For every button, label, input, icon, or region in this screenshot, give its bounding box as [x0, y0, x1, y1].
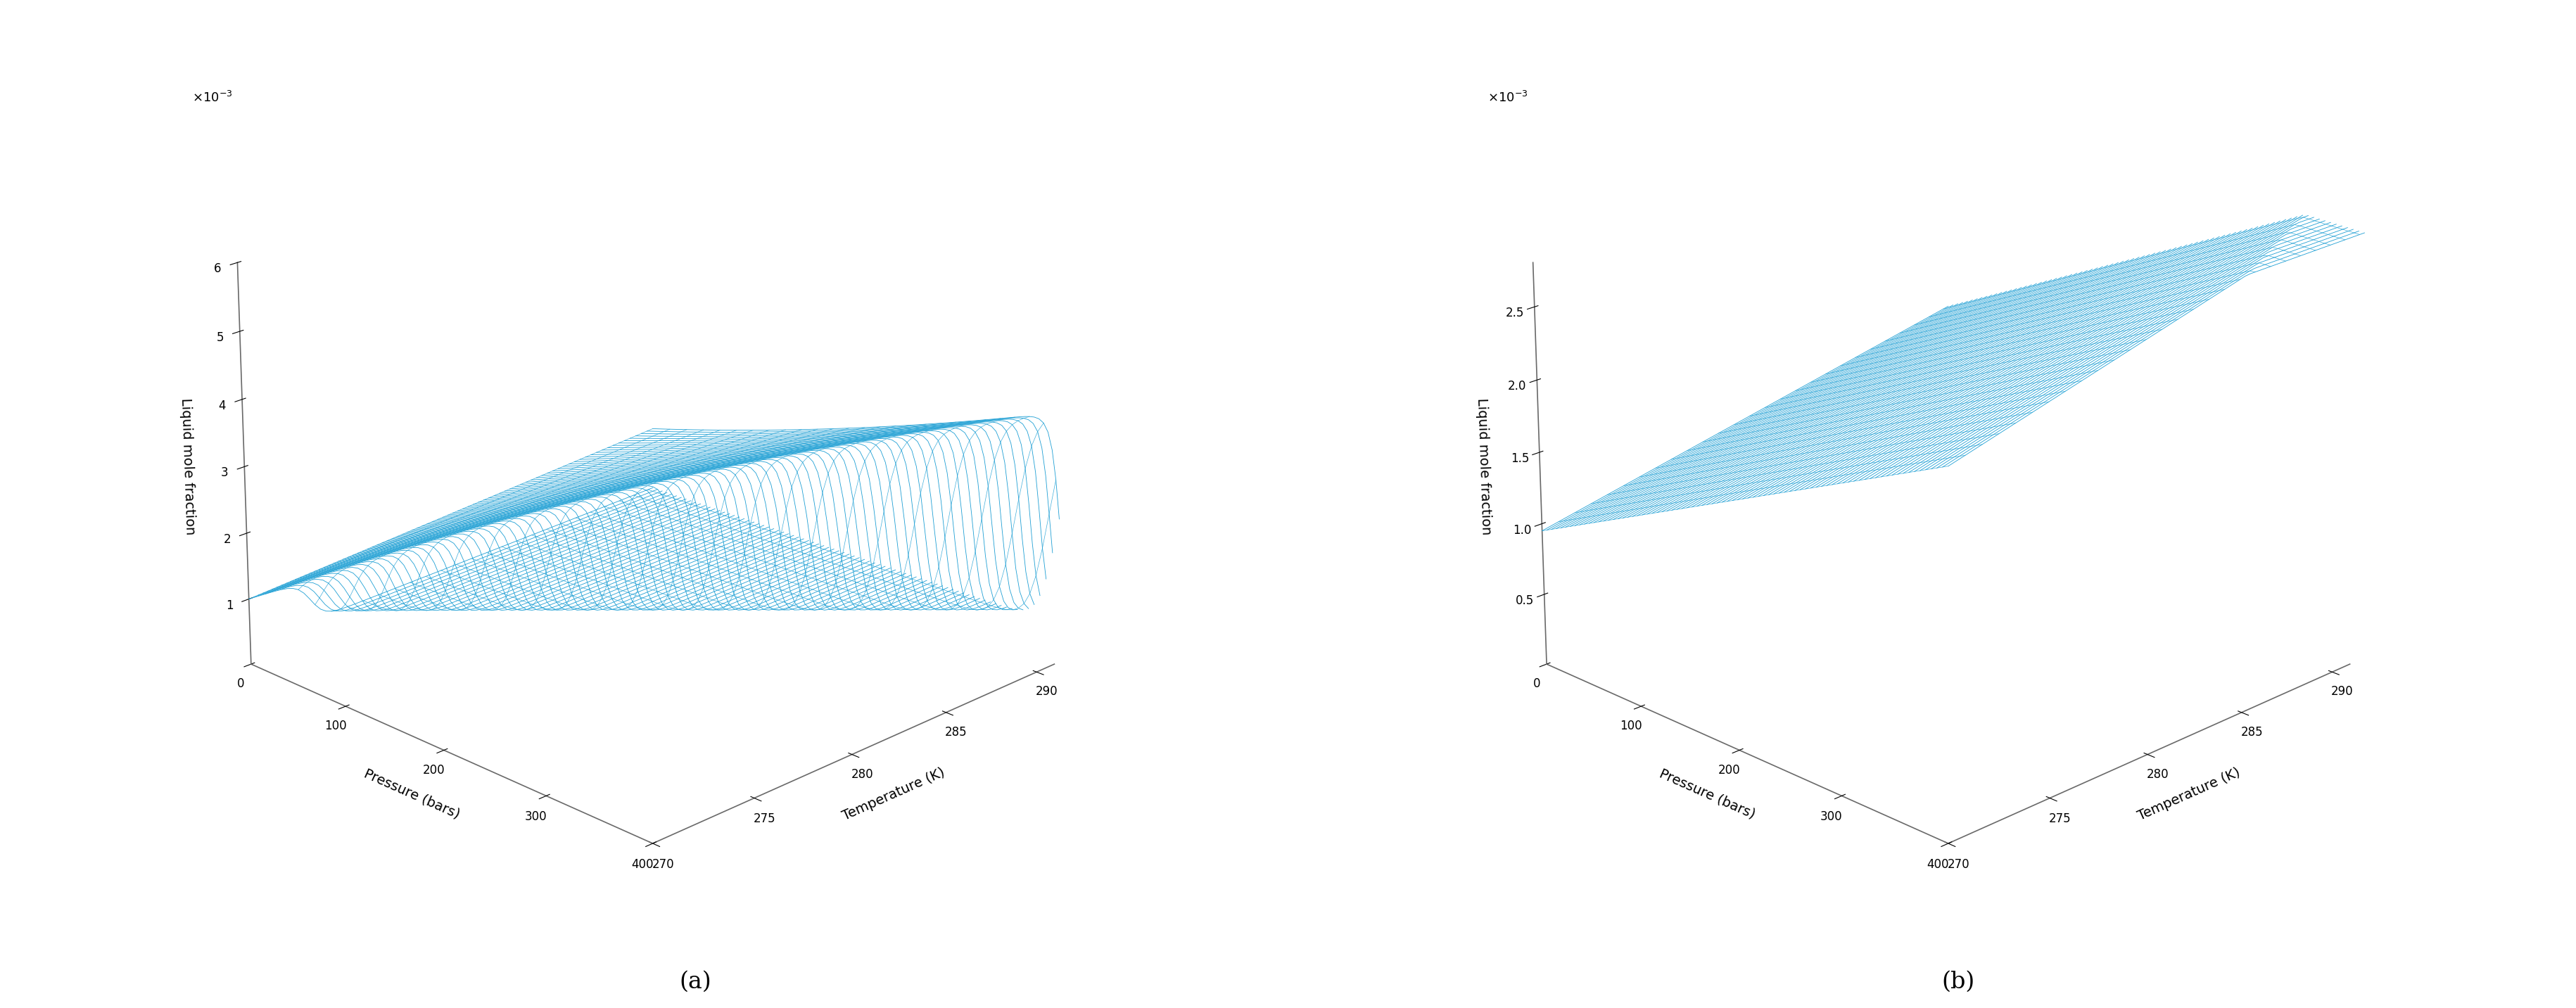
Text: (b): (b): [1942, 971, 1973, 993]
Y-axis label: Pressure (bars): Pressure (bars): [1656, 767, 1757, 822]
X-axis label: Temperature (K): Temperature (K): [2136, 765, 2241, 823]
Text: (a): (a): [680, 971, 711, 993]
Y-axis label: Pressure (bars): Pressure (bars): [361, 767, 461, 822]
Text: $\times10^{-3}$: $\times10^{-3}$: [1486, 91, 1528, 105]
X-axis label: Temperature (K): Temperature (K): [840, 765, 948, 823]
Text: $\times10^{-3}$: $\times10^{-3}$: [191, 91, 232, 105]
